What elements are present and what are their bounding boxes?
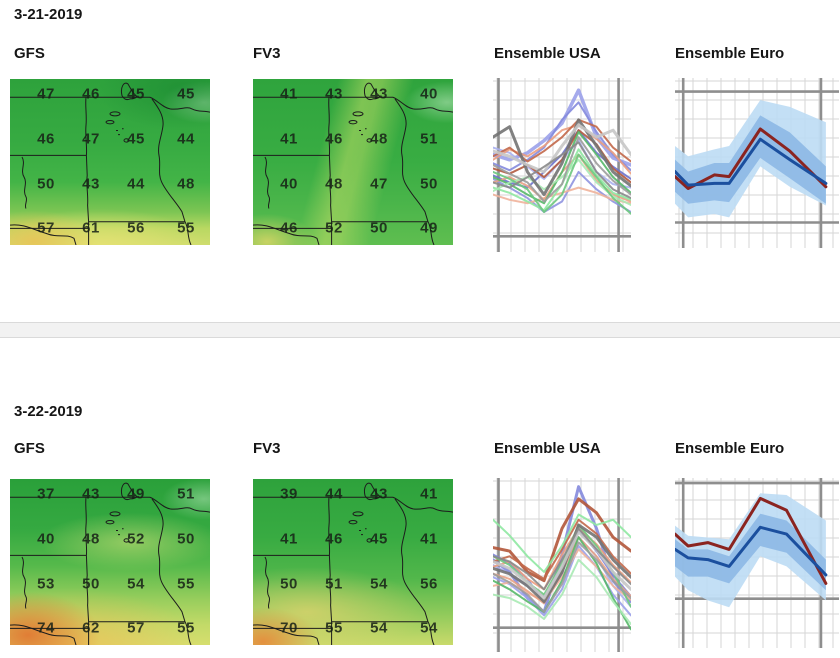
temperature-value: 45 — [127, 85, 145, 103]
temperature-value: 56 — [420, 575, 438, 593]
state-borders-overlay — [10, 479, 210, 645]
temperature-value: 46 — [82, 85, 100, 103]
model-label-ensemble-euro: Ensemble Euro — [675, 440, 785, 457]
model-label-fv3: FV3 — [253, 45, 281, 62]
temperature-value: 41 — [280, 530, 298, 548]
temperature-value: 41 — [280, 85, 298, 103]
temperature-value: 44 — [177, 130, 195, 148]
temperature-value: 46 — [37, 130, 55, 148]
temperature-value: 41 — [420, 530, 438, 548]
temperature-value: 40 — [420, 85, 438, 103]
temperature-value: 55 — [177, 575, 195, 593]
gfs-temperature-map: 47 46 45 45 46 47 45 44 50 43 44 48 57 61 56 55 — [10, 79, 210, 245]
temperature-value: 55 — [177, 219, 195, 237]
date-heading: 3-21-2019 — [14, 6, 83, 23]
temperature-value: 45 — [370, 530, 388, 548]
state-borders-overlay — [10, 79, 210, 245]
temperature-value: 49 — [127, 485, 145, 503]
temperature-value: 43 — [82, 485, 100, 503]
temperature-value: 46 — [280, 219, 298, 237]
temperature-value: 46 — [325, 530, 343, 548]
temperature-value: 55 — [325, 619, 343, 637]
temperature-value: 50 — [177, 530, 195, 548]
temperature-value: 52 — [127, 530, 145, 548]
temperature-value: 57 — [127, 619, 145, 637]
temperature-value: 39 — [280, 485, 298, 503]
temperature-value: 53 — [37, 575, 55, 593]
temperature-value: 51 — [177, 485, 195, 503]
temperature-value: 57 — [37, 219, 55, 237]
temperature-value: 52 — [325, 219, 343, 237]
temperature-value: 49 — [420, 219, 438, 237]
temperature-value: 40 — [280, 175, 298, 193]
temperature-value: 47 — [370, 175, 388, 193]
temperature-value: 50 — [280, 575, 298, 593]
temperature-value: 43 — [370, 485, 388, 503]
temperature-value: 54 — [370, 575, 388, 593]
temperature-value: 54 — [127, 575, 145, 593]
temperature-value: 56 — [127, 219, 145, 237]
model-label-ensemble-usa: Ensemble USA — [494, 45, 601, 62]
temperature-value: 50 — [370, 219, 388, 237]
temperature-value: 47 — [82, 130, 100, 148]
model-label-gfs: GFS — [14, 45, 45, 62]
temperature-value: 43 — [370, 85, 388, 103]
temperature-value: 51 — [420, 130, 438, 148]
temperature-value: 37 — [37, 485, 55, 503]
temperature-value: 41 — [420, 485, 438, 503]
model-label-fv3: FV3 — [253, 440, 281, 457]
ensemble-usa-chart — [493, 478, 631, 652]
temperature-value: 46 — [325, 130, 343, 148]
temperature-value: 44 — [127, 175, 145, 193]
temperature-value: 40 — [37, 530, 55, 548]
temperature-value: 48 — [177, 175, 195, 193]
model-label-ensemble-euro: Ensemble Euro — [675, 45, 785, 62]
fv3-temperature-map: 41 43 43 40 41 46 48 51 40 48 47 50 46 52 50 49 — [253, 79, 453, 245]
temperature-value: 74 — [37, 619, 55, 637]
temperature-value: 61 — [82, 219, 100, 237]
temperature-value: 43 — [325, 85, 343, 103]
temperature-value: 50 — [82, 575, 100, 593]
temperature-value: 47 — [37, 85, 55, 103]
ensemble-usa-chart — [493, 78, 631, 252]
temperature-value: 54 — [420, 619, 438, 637]
temperature-value: 45 — [177, 85, 195, 103]
temperature-value: 43 — [82, 175, 100, 193]
gfs-temperature-map: 37 43 49 51 40 48 52 50 53 50 54 55 74 62 57 55 — [10, 479, 210, 645]
state-borders-overlay — [253, 79, 453, 245]
state-borders-overlay — [253, 479, 453, 645]
model-label-gfs: GFS — [14, 440, 45, 457]
section-divider — [0, 322, 840, 338]
temperature-value: 41 — [280, 130, 298, 148]
temperature-value: 55 — [177, 619, 195, 637]
temperature-value: 54 — [370, 619, 388, 637]
temperature-value: 45 — [127, 130, 145, 148]
temperature-value: 62 — [82, 619, 100, 637]
model-label-ensemble-usa: Ensemble USA — [494, 440, 601, 457]
temperature-value: 70 — [280, 619, 298, 637]
ensemble-euro-chart — [675, 478, 839, 648]
temperature-value: 50 — [420, 175, 438, 193]
temperature-value: 48 — [82, 530, 100, 548]
date-heading: 3-22-2019 — [14, 403, 83, 420]
ensemble-euro-chart — [675, 78, 839, 248]
temperature-value: 48 — [325, 175, 343, 193]
temperature-value: 50 — [37, 175, 55, 193]
temperature-value: 48 — [370, 130, 388, 148]
fv3-temperature-map: 39 44 43 41 41 46 45 41 50 51 54 56 70 55 54 54 — [253, 479, 453, 645]
temperature-value: 51 — [325, 575, 343, 593]
temperature-value: 44 — [325, 485, 343, 503]
